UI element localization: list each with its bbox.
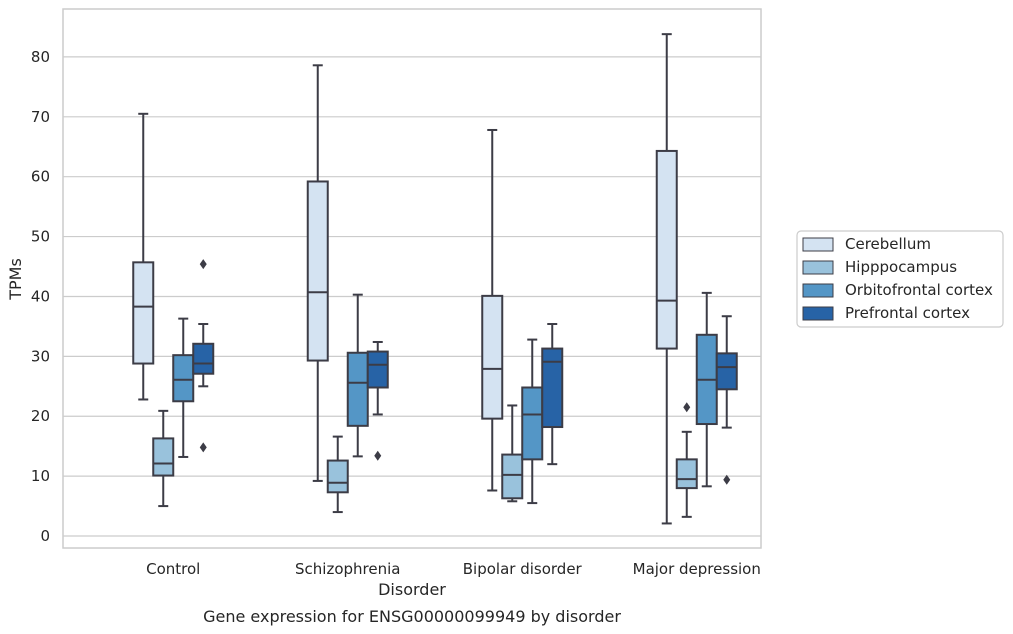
box-orbitofrontal-cortex xyxy=(346,293,369,458)
x-axis-label: Disorder xyxy=(378,580,446,599)
legend-label: Cerebellum xyxy=(845,235,931,253)
box-cerebellum xyxy=(481,128,504,492)
box-iqr xyxy=(326,459,349,494)
y-axis-label: TPMs xyxy=(6,258,25,301)
box-iqr xyxy=(501,453,524,500)
box-prefrontal-cortex xyxy=(366,340,389,461)
box-iqr xyxy=(481,294,504,420)
legend-swatch xyxy=(802,237,834,252)
legend-label: Prefrontal cortex xyxy=(845,304,970,322)
y-tick-label: 20 xyxy=(31,407,50,425)
box-orbitofrontal-cortex xyxy=(695,291,718,488)
y-tick-label: 0 xyxy=(40,527,50,545)
box-hipppocampus xyxy=(675,402,698,518)
box-iqr xyxy=(172,354,195,403)
y-tick-label: 50 xyxy=(31,228,50,246)
y-tick-label: 70 xyxy=(31,108,50,126)
legend-frame xyxy=(796,230,1004,328)
y-tick-label: 10 xyxy=(31,467,50,485)
box-hipppocampus xyxy=(326,435,349,514)
box-iqr xyxy=(192,342,215,375)
box-iqr xyxy=(366,350,389,389)
box-cerebellum xyxy=(655,33,678,525)
box-iqr xyxy=(132,261,155,365)
box-iqr xyxy=(541,347,564,429)
y-tick-labels: 0 10 20 30 40 50 60 70 80 xyxy=(31,48,50,545)
box-cerebellum xyxy=(132,112,155,401)
outlier-point xyxy=(683,402,691,413)
outlier-point xyxy=(199,442,207,453)
boxes xyxy=(132,33,738,525)
plot-frame xyxy=(62,8,762,549)
box-prefrontal-cortex xyxy=(715,315,738,485)
outlier-point xyxy=(199,259,207,270)
box-prefrontal-cortex xyxy=(541,323,564,466)
x-tick-label: Major depression xyxy=(633,560,761,578)
legend-swatch xyxy=(802,260,834,275)
x-tick-label: Control xyxy=(146,560,200,578)
plot-area xyxy=(63,9,761,548)
y-tick-label: 40 xyxy=(31,287,50,305)
box-orbitofrontal-cortex xyxy=(172,317,195,458)
x-tick-label: Schizophrenia xyxy=(295,560,400,578)
legend: Cerebellum Hipppocampus Orbitofrontal cort… xyxy=(796,230,1004,328)
x-tick-label: Bipolar disorder xyxy=(463,560,583,578)
box-iqr xyxy=(152,437,175,477)
legend-label: Orbitofrontal cortex xyxy=(845,281,993,299)
y-tick-label: 80 xyxy=(31,48,50,66)
box-prefrontal-cortex xyxy=(192,259,215,453)
chart-caption: Gene expression for ENSG00000099949 by d… xyxy=(203,607,621,626)
y-tick-label: 30 xyxy=(31,347,50,365)
outlier-point xyxy=(723,474,731,485)
y-tick-label: 60 xyxy=(31,168,50,186)
outlier-point xyxy=(374,450,382,461)
box-iqr xyxy=(675,458,698,490)
box-iqr xyxy=(306,180,329,362)
box-iqr xyxy=(346,351,369,427)
box-iqr xyxy=(655,149,678,350)
box-iqr xyxy=(715,352,738,391)
box-hipppocampus xyxy=(152,409,175,508)
box-hipppocampus xyxy=(501,404,524,503)
box-iqr xyxy=(521,386,544,461)
box-cerebellum xyxy=(306,64,329,482)
legend-swatch xyxy=(802,306,834,321)
legend-label: Hipppocampus xyxy=(845,258,957,276)
x-tick-labels: Control Schizophrenia Bipolar disorder Majo… xyxy=(146,560,761,578)
legend-swatch xyxy=(802,283,834,298)
